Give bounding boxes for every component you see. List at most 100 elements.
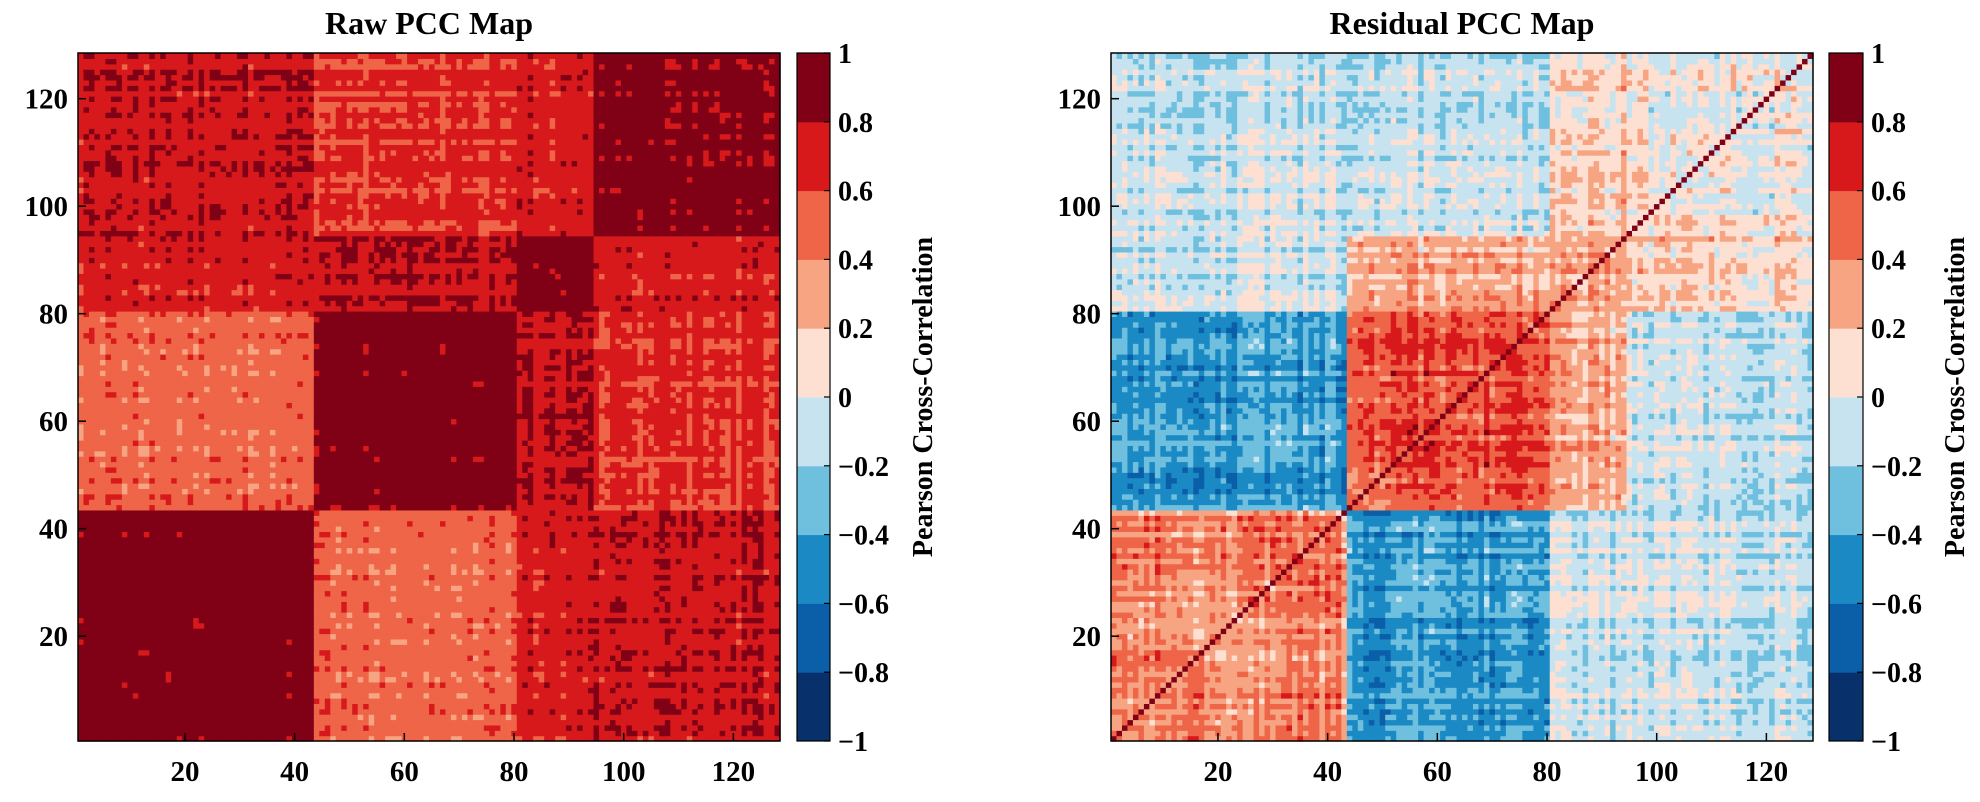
heatmap-cell	[160, 601, 166, 607]
heatmap-cell	[281, 677, 287, 683]
heatmap-cell	[731, 531, 737, 537]
heatmap-cell	[396, 596, 402, 602]
heatmap-cell	[396, 714, 402, 720]
heatmap-cell	[78, 537, 84, 543]
heatmap-cell	[632, 537, 638, 543]
heatmap-cell	[594, 617, 600, 623]
heatmap-cell	[259, 564, 265, 570]
heatmap-cell	[736, 639, 742, 645]
heatmap-cell	[89, 601, 95, 607]
heatmap-cell	[621, 531, 627, 537]
heatmap-cell	[177, 574, 183, 580]
heatmap-cell	[275, 558, 281, 564]
heatmap-cell	[599, 650, 605, 656]
heatmap-cell	[402, 709, 408, 715]
heatmap-cell	[297, 601, 303, 607]
heatmap-cell	[171, 725, 177, 731]
heatmap-cell	[89, 720, 95, 726]
heatmap-cell	[133, 693, 139, 699]
heatmap-cell	[330, 537, 336, 543]
heatmap-cell	[182, 639, 188, 645]
heatmap-cell	[506, 574, 512, 580]
heatmap-cell	[533, 671, 539, 677]
heatmap-cell	[533, 558, 539, 564]
heatmap-cell	[325, 639, 331, 645]
heatmap-cell	[171, 612, 177, 618]
heatmap-cell	[681, 682, 687, 688]
heatmap-cell	[166, 548, 172, 554]
heatmap-cell	[764, 623, 770, 629]
heatmap-cell	[385, 703, 391, 709]
heatmap-cell	[648, 682, 654, 688]
heatmap-cell	[533, 698, 539, 704]
heatmap-cell	[116, 548, 122, 554]
heatmap-cell	[753, 714, 759, 720]
heatmap-cell	[731, 650, 737, 656]
heatmap-cell	[232, 725, 238, 731]
heatmap-cell	[358, 730, 364, 736]
heatmap-cell	[358, 537, 364, 543]
heatmap-cell	[522, 639, 528, 645]
heatmap-cell	[637, 655, 643, 661]
heatmap-cell	[495, 693, 501, 699]
heatmap-cell	[583, 687, 589, 693]
heatmap-cell	[171, 655, 177, 661]
heatmap-cell	[670, 666, 676, 672]
heatmap-cell	[358, 639, 364, 645]
heatmap-cell	[221, 628, 227, 634]
heatmap-cell	[402, 574, 408, 580]
heatmap-cell	[314, 580, 320, 586]
heatmap-cell	[232, 682, 238, 688]
heatmap-cell	[396, 655, 402, 661]
heatmap-cell	[155, 596, 161, 602]
heatmap-cell	[434, 585, 440, 591]
heatmap-cell	[495, 720, 501, 726]
heatmap-cell	[122, 693, 128, 699]
heatmap-cell	[325, 720, 331, 726]
heatmap-cell	[654, 623, 660, 629]
heatmap-cell	[511, 558, 517, 564]
heatmap-cell	[517, 617, 523, 623]
heatmap-cell	[495, 569, 501, 575]
heatmap-cell	[177, 612, 183, 618]
heatmap-cell	[736, 703, 742, 709]
heatmap-cell	[506, 612, 512, 618]
heatmap-cell	[413, 558, 419, 564]
heatmap-cell	[747, 564, 753, 570]
heatmap-cell	[83, 650, 89, 656]
heatmap-cell	[424, 730, 430, 736]
heatmap-cell	[495, 671, 501, 677]
heatmap-cell	[478, 730, 484, 736]
heatmap-cell	[714, 585, 720, 591]
heatmap-cell	[254, 612, 260, 618]
heatmap-cell	[374, 628, 380, 634]
heatmap-cell	[434, 687, 440, 693]
heatmap-cell	[380, 714, 386, 720]
heatmap-cell	[418, 569, 424, 575]
heatmap-cell	[511, 725, 517, 731]
heatmap-cell	[676, 703, 682, 709]
heatmap-cell	[188, 574, 194, 580]
heatmap-cell	[544, 596, 550, 602]
heatmap-cell	[484, 677, 490, 683]
heatmap-cell	[122, 660, 128, 666]
heatmap-cell	[544, 709, 550, 715]
heatmap-cell	[358, 564, 364, 570]
heatmap-cell	[692, 682, 698, 688]
heatmap-cell	[89, 537, 95, 543]
heatmap-cell	[341, 623, 347, 629]
heatmap-cell	[753, 703, 759, 709]
heatmap-cell	[511, 548, 517, 554]
heatmap-cell	[522, 558, 528, 564]
heatmap-cell	[369, 709, 375, 715]
heatmap-cell	[116, 714, 122, 720]
heatmap-cell	[626, 703, 632, 709]
heatmap-cell	[626, 542, 632, 548]
heatmap-cell	[116, 698, 122, 704]
heatmap-cell	[615, 634, 621, 640]
heatmap-cell	[363, 617, 369, 623]
heatmap-cell	[358, 644, 364, 650]
heatmap-cell	[555, 612, 561, 618]
heatmap-cell	[736, 660, 742, 666]
heatmap-cell	[731, 607, 737, 613]
